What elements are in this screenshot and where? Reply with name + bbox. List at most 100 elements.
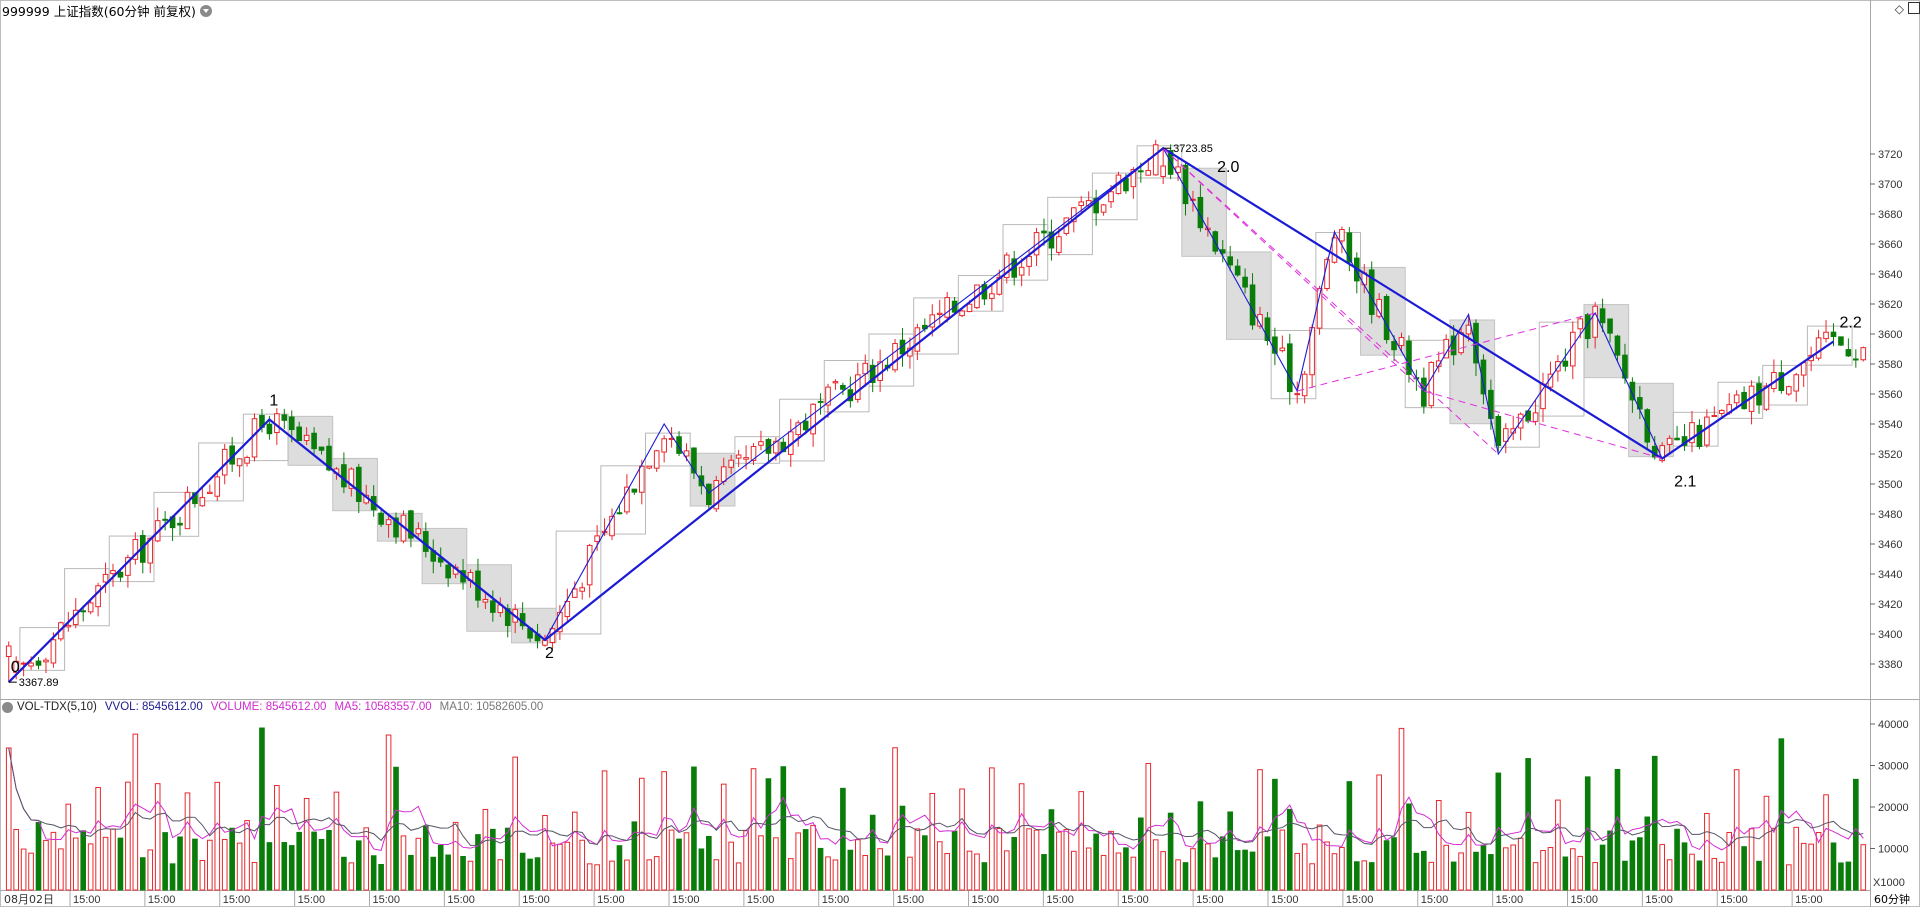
volume-bar <box>661 771 667 891</box>
chevron-down-icon[interactable] <box>199 4 212 17</box>
volume-bar <box>1681 842 1688 891</box>
volume-bar <box>1696 860 1703 891</box>
volume-bar <box>1160 851 1166 891</box>
volume-bar <box>1555 799 1561 891</box>
volume-bar <box>1197 801 1204 891</box>
volume-bar <box>1138 817 1144 891</box>
volume-header[interactable]: VOL-TDX(5,10) VVOL: 8545612.00 VOLUME: 8… <box>2 701 551 713</box>
wave-label: 0 <box>11 659 20 676</box>
volume-bar <box>877 848 883 891</box>
price-box-layer <box>19 145 1853 671</box>
sub-wave-line <box>544 147 1663 641</box>
volume-bar <box>221 838 228 891</box>
volume-bar <box>1309 863 1315 891</box>
candle-body <box>1130 168 1137 188</box>
volume-bar <box>110 828 116 891</box>
price-tick-label: 3460 <box>1878 539 1902 551</box>
volume-bar <box>318 838 325 891</box>
volume-bar <box>1450 861 1457 891</box>
volume-bar <box>370 855 377 891</box>
volume-bar <box>1473 851 1479 891</box>
volume-bar <box>1443 844 1449 891</box>
volume-bar <box>1741 846 1747 891</box>
candle-body <box>1152 144 1159 176</box>
volume-bar <box>28 852 34 891</box>
volume-bar <box>1063 829 1070 891</box>
candle-body <box>1316 287 1323 329</box>
candle-body <box>1018 266 1025 276</box>
chart-header[interactable]: 999999 上证指数(60分钟 前复权) <box>2 1 212 20</box>
volume-bar <box>1532 862 1539 891</box>
price-box <box>332 457 378 512</box>
candle-body <box>1718 409 1725 414</box>
volume-bar <box>1778 738 1785 891</box>
volume-tick-label: 10000 <box>1878 844 1909 856</box>
volume-bar <box>482 808 489 891</box>
volume-bar <box>1152 839 1159 891</box>
price-box <box>19 627 66 671</box>
volume-bar <box>795 832 802 891</box>
volume-bar <box>1391 837 1397 891</box>
candle-body <box>586 544 593 586</box>
price-box <box>421 527 468 585</box>
volume-bar <box>1249 851 1256 891</box>
candle-body <box>1711 415 1718 418</box>
candle-body <box>1860 347 1867 361</box>
candle-body <box>5 645 12 657</box>
volume-bar <box>527 858 533 891</box>
volume-bar <box>706 835 712 891</box>
candle-body <box>1785 386 1792 395</box>
volume-bar <box>959 788 965 891</box>
candle-body <box>1383 296 1390 341</box>
ma5-value: MA5: 10583557.00 <box>334 701 432 713</box>
volume-bar <box>1301 843 1308 891</box>
candle-body <box>28 662 34 667</box>
volume-bar <box>1838 862 1844 891</box>
candle-body <box>1227 256 1234 266</box>
price-box <box>1672 411 1719 447</box>
candle-body <box>802 420 809 431</box>
volume-bar <box>698 848 705 891</box>
candle-body <box>1815 337 1822 359</box>
volume-bar <box>355 840 362 891</box>
diamond-icon[interactable]: ◇ <box>1894 2 1904 16</box>
candle-body <box>1190 198 1196 201</box>
chevron-down-icon[interactable] <box>2 701 13 713</box>
price-box <box>913 297 959 355</box>
volume-bar <box>840 787 846 891</box>
time-tick-label: 15:00 <box>1346 894 1374 906</box>
volume-bar <box>1771 827 1777 891</box>
volume-value: VOLUME: 8545612.00 <box>210 701 327 713</box>
volume-bar <box>1845 861 1852 891</box>
candle-body <box>199 497 206 507</box>
volume-bar <box>393 766 399 891</box>
volume-bar <box>423 825 429 891</box>
volume-bar <box>542 814 548 891</box>
wave-label: 2 <box>545 645 554 662</box>
volume-bar <box>13 829 19 891</box>
price-box <box>108 535 155 583</box>
volume-bar <box>87 843 94 891</box>
volume-bar <box>266 842 273 891</box>
candle-body <box>378 512 384 525</box>
candle-body <box>214 476 221 497</box>
volume-bar <box>117 837 124 891</box>
volume-bar <box>817 847 824 891</box>
candle-body <box>1108 191 1114 203</box>
candle-body <box>490 600 496 613</box>
wave-label: 2.0 <box>1217 159 1239 176</box>
volume-bar <box>162 832 168 891</box>
volume-bar <box>437 844 444 891</box>
candle-body <box>1331 237 1338 263</box>
panel-toggle-icon[interactable] <box>1908 2 1920 14</box>
candle-body <box>624 486 630 513</box>
volume-bar <box>1205 843 1211 891</box>
volume-bar <box>1718 861 1725 891</box>
candle-body <box>840 384 846 390</box>
candle-body <box>1234 265 1241 276</box>
volume-bar <box>1689 853 1695 891</box>
candle-body <box>80 610 87 613</box>
volume-bar <box>475 834 481 891</box>
